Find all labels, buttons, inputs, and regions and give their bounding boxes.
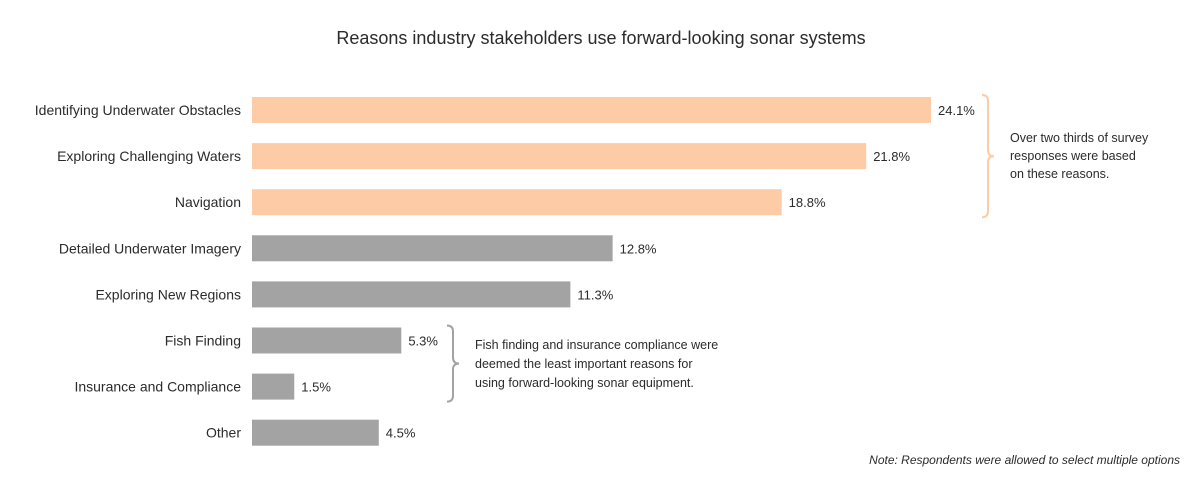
annotation-2-line-2: deemed the least important reasons for [475, 357, 692, 371]
bars-layer: Identifying Underwater Obstacles 24.1% Exp… [35, 97, 975, 446]
annotation-1-line-1: Over two thirds of survey [1010, 131, 1149, 145]
value-label-navigation: 18.8% [789, 195, 826, 210]
annotation-2-line-1: Fish finding and insurance compliance we… [475, 338, 718, 352]
annotation-2-line-3: using forward-looking sonar equipment. [475, 376, 694, 390]
annotation-bracket-1 [981, 94, 995, 219]
annotation-1-line-3: on these reasons. [1010, 167, 1109, 181]
value-label-insurance-and-compliance: 1.5% [301, 380, 331, 395]
annotation-bracket-2 [446, 324, 460, 403]
bar-exploring-new-regions [252, 281, 571, 308]
category-label-detailed-underwater-imagery: Detailed Underwater Imagery [59, 240, 241, 256]
bar-identifying-underwater-obstacles [252, 97, 931, 123]
value-label-exploring-challenging-waters: 21.8% [873, 149, 910, 164]
chart-title: Reasons industry stakeholders use forwar… [336, 28, 865, 48]
category-label-other: Other [206, 425, 241, 441]
bar-fish-finding [252, 327, 402, 354]
value-label-exploring-new-regions: 11.3% [577, 287, 613, 302]
category-label-insurance-and-compliance: Insurance and Compliance [74, 379, 241, 395]
value-label-identifying-underwater-obstacles: 24.1% [938, 103, 975, 118]
annotations-layer: Over two thirds of survey responses were … [446, 94, 1149, 403]
category-label-navigation: Navigation [175, 194, 241, 210]
annotation-1-line-2: responses were based [1010, 149, 1136, 163]
value-label-other: 4.5% [386, 426, 416, 441]
bar-insurance-and-compliance [252, 373, 295, 400]
bar-other [252, 419, 379, 446]
bar-navigation [252, 189, 782, 216]
category-label-fish-finding: Fish Finding [165, 333, 241, 349]
value-label-fish-finding: 5.3% [408, 334, 438, 349]
category-label-exploring-new-regions: Exploring New Regions [95, 286, 241, 302]
category-label-exploring-challenging-waters: Exploring Challenging Waters [57, 148, 241, 164]
bar-exploring-challenging-waters [252, 143, 867, 170]
chart-note: Note: Respondents were allowed to select… [869, 453, 1180, 467]
bar-detailed-underwater-imagery [252, 235, 613, 262]
category-label-identifying-underwater-obstacles: Identifying Underwater Obstacles [35, 102, 241, 118]
value-label-detailed-underwater-imagery: 12.8% [620, 241, 657, 256]
